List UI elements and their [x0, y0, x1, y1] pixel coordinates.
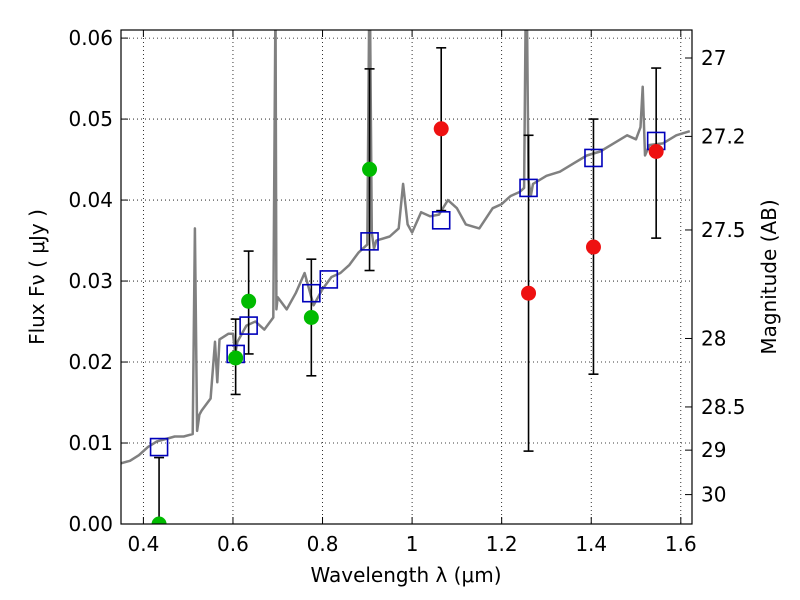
y-tick-label: 0.04 [68, 188, 113, 212]
y2-tick-label: 27.2 [701, 124, 746, 148]
model-photometry-square [584, 148, 603, 168]
y2-ticks: 27 27.2 27.5 28 28.5 29 30 [685, 46, 746, 507]
model-spectrum [121, 30, 691, 465]
y2-tick-label: 30 [701, 483, 726, 507]
x-tick-label: 0.4 [127, 532, 159, 556]
x-tick-label: 0.8 [307, 532, 339, 556]
model-photometry-square [302, 283, 321, 303]
y2-tick-label: 28 [701, 326, 726, 350]
y2-tick-label: 29 [701, 438, 726, 462]
y2-tick-label: 28.5 [701, 395, 746, 419]
plot-area-background [121, 30, 692, 524]
optical-data-point [151, 516, 167, 524]
x-ticks: 0.4 0.6 0.8 1 1.2 1.4 1.6 [127, 30, 697, 556]
model-photometry-square [360, 232, 379, 251]
x-tick-label: 1.6 [665, 532, 697, 556]
y2-tick-label: 27.5 [701, 218, 746, 242]
nir-data-point [585, 239, 601, 255]
optical-data-point [303, 309, 319, 325]
optical-data-point [362, 161, 378, 177]
optical-data-point [241, 293, 257, 309]
x-tick-label: 0.6 [217, 532, 249, 556]
observed-points [151, 121, 664, 524]
model-photometry-square [431, 211, 451, 230]
nir-data-point [648, 143, 664, 159]
x-tick-label: 1.4 [575, 532, 607, 556]
optical-data-point [228, 350, 244, 366]
nir-data-point [433, 121, 449, 137]
x-tick-label: 1.2 [486, 532, 518, 556]
model-photometry-square [519, 178, 538, 198]
x-axis-title: Wavelength λ (μm) [310, 563, 501, 587]
y-tick-label: 0.05 [68, 107, 113, 131]
y-tick-label: 0.06 [68, 26, 113, 50]
model-spectrum-line [121, 30, 691, 465]
y2-tick-label: 27 [701, 46, 726, 70]
x-tick-label: 1 [406, 532, 419, 556]
y2-axis-title: Magnitude (AB) [757, 199, 781, 354]
y-tick-label: 0.02 [68, 350, 113, 374]
y-ticks: 0.00 0.01 0.02 0.03 0.04 0.05 0.06 [68, 26, 128, 536]
model-photometry-square [319, 270, 339, 289]
y-axis-title: Flux Fν ( μJy ) [25, 209, 49, 345]
y-tick-label: 0.03 [68, 269, 113, 293]
nir-data-point [521, 285, 537, 301]
model-photometry-square [149, 437, 169, 457]
plot-frame [120, 29, 693, 525]
y-tick-label: 0.00 [68, 512, 113, 536]
y-tick-label: 0.01 [68, 431, 113, 455]
model-photometry-square [239, 316, 258, 335]
